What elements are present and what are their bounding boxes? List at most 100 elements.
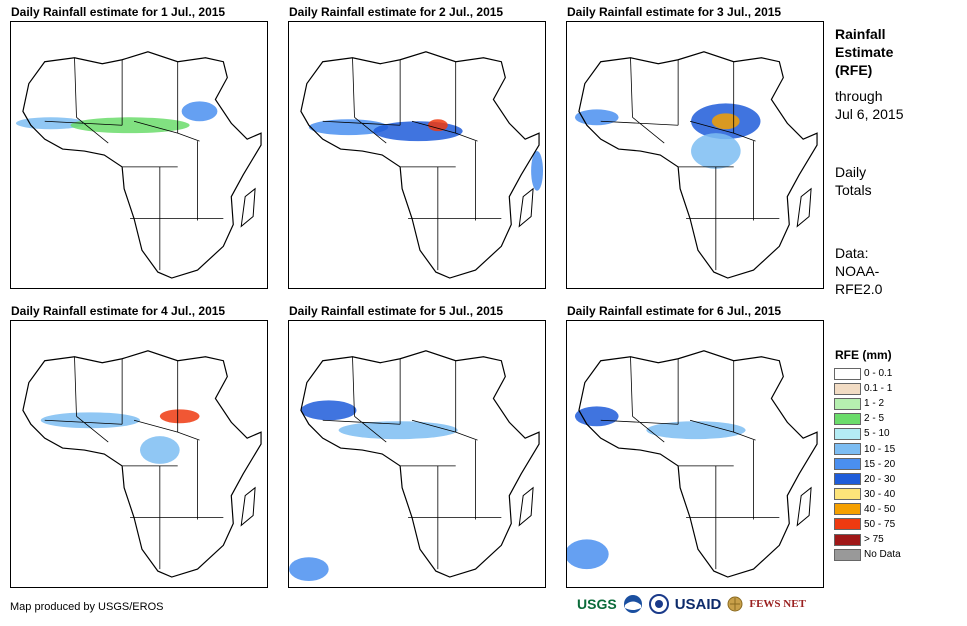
- side-heading: Rainfall Estimate (RFE): [835, 26, 894, 78]
- rainfall-area: [338, 421, 458, 440]
- africa-coastline: [578, 350, 818, 578]
- madagascar-outline: [240, 486, 256, 527]
- fewsnet-globe-icon: [727, 596, 743, 612]
- madagascar-outline: [240, 187, 256, 228]
- rainfall-area: [574, 406, 619, 427]
- legend-row: > 75: [834, 532, 901, 547]
- side-data-source: Data: NOAA- RFE2.0: [835, 245, 883, 297]
- legend-swatch: [834, 412, 861, 425]
- legend-label: 1 - 2: [864, 398, 885, 410]
- legend-label: 15 - 20: [864, 458, 896, 470]
- legend-row: 40 - 50: [834, 502, 901, 517]
- legend-swatch: [834, 548, 861, 561]
- africa-coastline: [300, 350, 540, 578]
- country-borders: [322, 356, 502, 570]
- rainfall-map-jul5: [288, 320, 546, 588]
- legend-row: 2 - 5: [834, 411, 901, 426]
- legend: 0 - 0.1 0.1 - 1 1 - 2 2 - 5 5 - 10 10 - 15 15 …: [834, 366, 901, 562]
- rainfall-area: [711, 113, 740, 130]
- legend-row: 15 - 20: [834, 457, 901, 472]
- country-borders: [44, 356, 224, 570]
- legend-swatch: [834, 458, 861, 471]
- usgs-logo: USGS: [577, 596, 617, 612]
- madagascar-outline: [796, 486, 812, 527]
- rainfall-area: [691, 133, 741, 169]
- panel-title: Daily Rainfall estimate for 6 Jul., 2015: [567, 304, 782, 318]
- noaa-logo-icon: [623, 595, 642, 613]
- legend-row: 20 - 30: [834, 472, 901, 487]
- legend-label: 2 - 5: [864, 413, 885, 425]
- rainfall-area: [289, 557, 329, 582]
- legend-label: 20 - 30: [864, 473, 896, 485]
- country-borders: [322, 57, 502, 271]
- legend-row: 50 - 75: [834, 517, 901, 532]
- legend-swatch: [834, 427, 861, 440]
- legend-swatch: [834, 533, 861, 546]
- legend-swatch: [834, 382, 861, 395]
- rainfall-area: [139, 436, 180, 464]
- panel-title: Daily Rainfall estimate for 5 Jul., 2015: [289, 304, 504, 318]
- rainfall-area: [15, 117, 86, 130]
- legend-swatch: [834, 488, 861, 501]
- madagascar-outline: [518, 187, 534, 228]
- africa-coastline: [578, 51, 818, 279]
- legend-label: 10 - 15: [864, 443, 896, 455]
- legend-title: RFE (mm): [835, 348, 892, 362]
- rainfall-area: [427, 119, 448, 132]
- legend-label: 40 - 50: [864, 503, 896, 515]
- rainfall-map-jul4: [10, 320, 268, 588]
- legend-row: 5 - 10: [834, 426, 901, 441]
- rainfall-area: [300, 400, 357, 421]
- rainfall-area: [531, 151, 544, 191]
- fewsnet-logo: FEWS NET: [749, 598, 806, 610]
- rainfall-area: [40, 412, 140, 429]
- side-through-date: through Jul 6, 2015: [835, 88, 904, 122]
- madagascar-outline: [796, 187, 812, 228]
- panel-title: Daily Rainfall estimate for 1 Jul., 2015: [11, 5, 226, 19]
- rainfall-map-jul1: [10, 21, 268, 289]
- legend-row: 0 - 0.1: [834, 366, 901, 381]
- rainfall-area: [574, 109, 619, 126]
- credit-text: Map produced by USGS/EROS: [10, 601, 164, 613]
- country-borders: [600, 356, 780, 570]
- panel-title: Daily Rainfall estimate for 4 Jul., 2015: [11, 304, 226, 318]
- rainfall-map-jul3: [566, 21, 824, 289]
- rainfall-map-jul2: [288, 21, 546, 289]
- legend-swatch: [834, 397, 861, 410]
- legend-row: No Data: [834, 547, 901, 562]
- africa-coastline: [300, 51, 540, 279]
- legend-label: > 75: [864, 534, 884, 546]
- usaid-logo: USAID: [674, 595, 722, 613]
- rainfall-area: [567, 539, 609, 570]
- madagascar-outline: [518, 486, 534, 527]
- state-dept-seal-icon: [648, 594, 669, 614]
- africa-coastline: [22, 350, 262, 578]
- rainfall-area: [70, 117, 190, 134]
- panel-title: Daily Rainfall estimate for 3 Jul., 2015: [567, 5, 782, 19]
- agency-logos: USGS USAID FEWS NET: [577, 594, 806, 614]
- legend-label: 0.1 - 1: [864, 383, 893, 395]
- legend-swatch: [834, 503, 861, 516]
- panel-title: Daily Rainfall estimate for 2 Jul., 2015: [289, 5, 504, 19]
- legend-label: 30 - 40: [864, 488, 896, 500]
- legend-label: 0 - 0.1: [864, 368, 893, 380]
- legend-swatch: [834, 518, 861, 531]
- legend-label: 50 - 75: [864, 518, 896, 530]
- legend-swatch: [834, 473, 861, 486]
- legend-swatch: [834, 367, 861, 380]
- country-borders: [44, 57, 224, 271]
- rainfall-area: [646, 421, 746, 440]
- legend-row: 0.1 - 1: [834, 381, 901, 396]
- rainfall-area: [159, 409, 200, 424]
- country-borders: [600, 57, 780, 271]
- side-daily-totals: Daily Totals: [835, 164, 872, 198]
- legend-row: 1 - 2: [834, 396, 901, 411]
- rainfall-area: [181, 101, 218, 122]
- africa-coastline: [22, 51, 262, 279]
- legend-swatch: [834, 443, 861, 456]
- rainfall-map-jul6: [566, 320, 824, 588]
- legend-label: 5 - 10: [864, 428, 890, 440]
- legend-label: No Data: [864, 549, 901, 561]
- legend-row: 30 - 40: [834, 487, 901, 502]
- legend-row: 10 - 15: [834, 441, 901, 456]
